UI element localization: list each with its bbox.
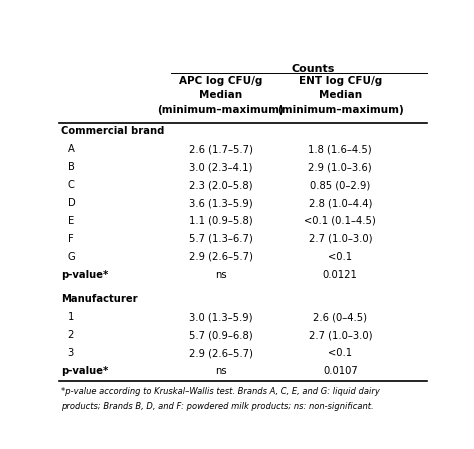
Text: 2.6 (1.7–5.7): 2.6 (1.7–5.7) — [189, 144, 253, 154]
Text: 3: 3 — [68, 348, 74, 358]
Text: 3.0 (1.3–5.9): 3.0 (1.3–5.9) — [189, 312, 253, 322]
Text: (minimum–maximum): (minimum–maximum) — [277, 105, 404, 115]
Text: A: A — [68, 144, 74, 154]
Text: 2.6 (0–4.5): 2.6 (0–4.5) — [313, 312, 367, 322]
Text: Manufacturer: Manufacturer — [61, 294, 138, 304]
Text: 2.9 (1.0–3.6): 2.9 (1.0–3.6) — [309, 162, 372, 172]
Text: ns: ns — [215, 366, 227, 376]
Text: 0.0121: 0.0121 — [323, 270, 358, 280]
Text: E: E — [68, 216, 74, 226]
Text: 2.8 (1.0–4.4): 2.8 (1.0–4.4) — [309, 198, 372, 208]
Text: 5.7 (0.9–6.8): 5.7 (0.9–6.8) — [189, 330, 253, 340]
Text: 3.6 (1.3–5.9): 3.6 (1.3–5.9) — [189, 198, 253, 208]
Text: 2.7 (1.0–3.0): 2.7 (1.0–3.0) — [309, 330, 372, 340]
Text: 2.9 (2.6–5.7): 2.9 (2.6–5.7) — [189, 252, 253, 262]
Text: <0.1: <0.1 — [328, 252, 352, 262]
Text: F: F — [68, 234, 73, 244]
Text: 1: 1 — [68, 312, 74, 322]
Text: 2.9 (2.6–5.7): 2.9 (2.6–5.7) — [189, 348, 253, 358]
Text: B: B — [68, 162, 74, 172]
Text: APC log CFU/g: APC log CFU/g — [179, 76, 263, 86]
Text: 0.85 (0–2.9): 0.85 (0–2.9) — [310, 180, 370, 190]
Text: 1.1 (0.9–5.8): 1.1 (0.9–5.8) — [189, 216, 253, 226]
Text: Counts: Counts — [291, 64, 335, 74]
Text: 1.8 (1.6–4.5): 1.8 (1.6–4.5) — [309, 144, 372, 154]
Text: p-value*: p-value* — [61, 366, 109, 376]
Text: Median: Median — [200, 90, 242, 101]
Text: <0.1: <0.1 — [328, 348, 352, 358]
Text: 2.7 (1.0–3.0): 2.7 (1.0–3.0) — [309, 234, 372, 244]
Text: 0.0107: 0.0107 — [323, 366, 358, 376]
Text: 2.3 (2.0–5.8): 2.3 (2.0–5.8) — [189, 180, 253, 190]
Text: Commercial brand: Commercial brand — [61, 126, 164, 136]
Text: 5.7 (1.3–6.7): 5.7 (1.3–6.7) — [189, 234, 253, 244]
Text: 2: 2 — [68, 330, 74, 340]
Text: ns: ns — [215, 270, 227, 280]
Text: C: C — [68, 180, 74, 190]
Text: products; Brands B, D, and F: powdered milk products; ns: non-significant.: products; Brands B, D, and F: powdered m… — [61, 402, 374, 411]
Text: <0.1 (0.1–4.5): <0.1 (0.1–4.5) — [304, 216, 376, 226]
Text: *p-value according to Kruskal–Wallis test. Brands A, C, E, and G: liquid dairy: *p-value according to Kruskal–Wallis tes… — [61, 387, 380, 396]
Text: (minimum–maximum): (minimum–maximum) — [157, 105, 284, 115]
Text: ENT log CFU/g: ENT log CFU/g — [299, 76, 382, 86]
Text: D: D — [68, 198, 75, 208]
Text: 3.0 (2.3–4.1): 3.0 (2.3–4.1) — [189, 162, 253, 172]
Text: p-value*: p-value* — [61, 270, 109, 280]
Text: G: G — [68, 252, 75, 262]
Text: Median: Median — [319, 90, 362, 101]
